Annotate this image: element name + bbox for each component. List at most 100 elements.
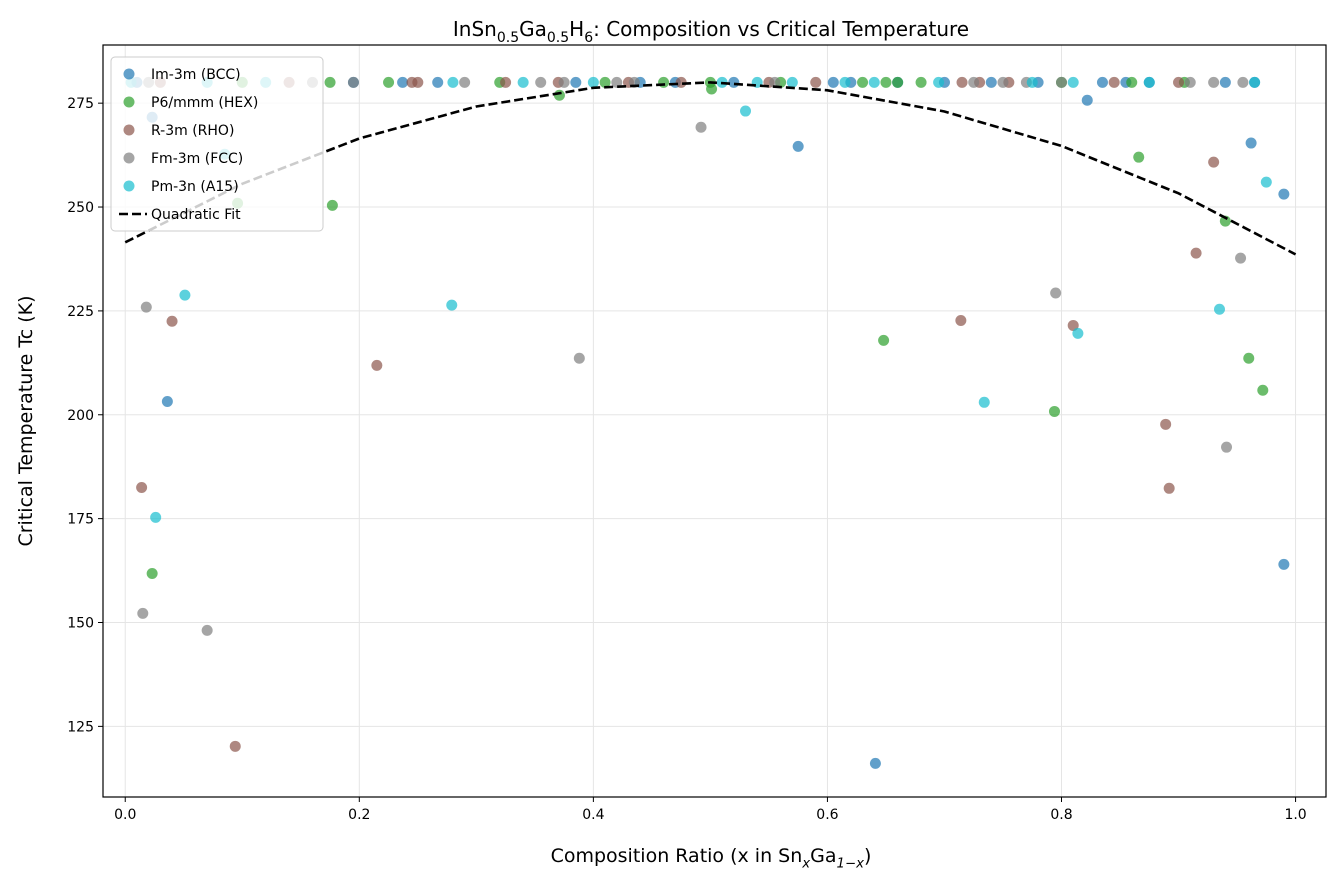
point: [587, 76, 599, 88]
point: [810, 76, 822, 88]
point: [1278, 558, 1290, 570]
point: [1237, 76, 1249, 88]
y-tick-label: 175: [67, 512, 94, 528]
chart-title: InSn0.5Ga0.5H6: Composition vs Critical …: [453, 17, 969, 46]
text-part: Ga: [810, 845, 836, 867]
point: [839, 76, 851, 88]
point: [868, 76, 880, 88]
point: [1219, 215, 1231, 227]
point: [1213, 303, 1225, 315]
point: [1163, 482, 1175, 494]
point: [371, 359, 383, 371]
point: [933, 76, 945, 88]
point: [1235, 252, 1247, 264]
point: [1243, 352, 1255, 364]
point: [1067, 76, 1079, 88]
y-axis-label: Critical Temperature Tc (K): [15, 295, 37, 546]
legend-label: Fm-3m (FCC): [151, 151, 243, 167]
point: [1190, 247, 1202, 259]
point: [137, 607, 149, 619]
x-tick-label: 0.6: [816, 807, 838, 823]
point: [201, 624, 213, 636]
point: [1096, 76, 1108, 88]
x-tick-label: 0.2: [348, 807, 370, 823]
point: [140, 301, 152, 313]
point: [558, 76, 570, 88]
x-tick-label: 0.8: [1050, 807, 1072, 823]
legend-label: Pm-3n (A15): [151, 179, 239, 195]
point: [892, 76, 904, 88]
point: [447, 76, 459, 88]
point: [553, 89, 565, 101]
point: [517, 76, 529, 88]
point: [1249, 76, 1261, 88]
point: [166, 315, 178, 327]
point: [179, 289, 191, 301]
point: [1133, 151, 1145, 163]
legend-marker: [123, 68, 135, 80]
x-tick-label: 0.4: [582, 807, 604, 823]
point: [432, 76, 444, 88]
point: [326, 199, 338, 211]
point: [1081, 94, 1093, 106]
point: [997, 76, 1009, 88]
point: [786, 76, 798, 88]
legend-box: [110, 56, 324, 232]
point: [1108, 76, 1120, 88]
point: [857, 76, 869, 88]
legend-label: Quadratic Fit: [151, 207, 241, 223]
point: [570, 76, 582, 88]
point: [383, 76, 395, 88]
plot-frame: [102, 44, 1327, 798]
point: [446, 299, 458, 311]
point: [1048, 405, 1060, 417]
point: [324, 76, 336, 88]
point: [1173, 76, 1185, 88]
point: [728, 76, 740, 88]
legend-marker: [123, 180, 135, 192]
point: [573, 352, 585, 364]
x-axis-label: Composition Ratio (x in SnxGa1−x): [551, 845, 872, 872]
point: [869, 757, 881, 769]
y-tick-label: 275: [67, 96, 94, 112]
legend-marker: [123, 124, 135, 136]
text-part: 6: [584, 30, 593, 46]
text-part: H: [569, 17, 584, 41]
point: [136, 481, 148, 493]
point: [1260, 176, 1272, 188]
text-part: : Composition vs Critical Temperature: [593, 17, 969, 41]
point: [347, 76, 359, 88]
point: [459, 76, 471, 88]
y-tick-label: 225: [67, 304, 94, 320]
point: [1219, 76, 1231, 88]
legend-marker: [123, 152, 135, 164]
point: [1056, 76, 1068, 88]
point: [792, 140, 804, 152]
point: [968, 76, 980, 88]
point: [1143, 76, 1155, 88]
y-tick-label: 200: [67, 408, 94, 424]
point: [229, 740, 241, 752]
point: [915, 76, 927, 88]
point: [500, 76, 512, 88]
point: [611, 76, 623, 88]
text-part: 0.5: [547, 30, 569, 46]
point: [985, 76, 997, 88]
text-part: Composition Ratio (x in Sn: [551, 845, 803, 867]
point: [1184, 76, 1196, 88]
legend-label: P6/mmm (HEX): [151, 95, 258, 111]
point: [695, 121, 707, 133]
point: [397, 76, 409, 88]
y-tick-label: 125: [67, 719, 94, 735]
point: [1072, 327, 1084, 339]
point: [1245, 137, 1257, 149]
point: [161, 395, 173, 407]
point: [150, 511, 162, 523]
text-part: 0.5: [497, 30, 519, 46]
point: [675, 76, 687, 88]
point: [769, 76, 781, 88]
legend-label: Im-3m (BCC): [151, 67, 241, 83]
point: [880, 76, 892, 88]
legend-marker: [123, 96, 135, 108]
